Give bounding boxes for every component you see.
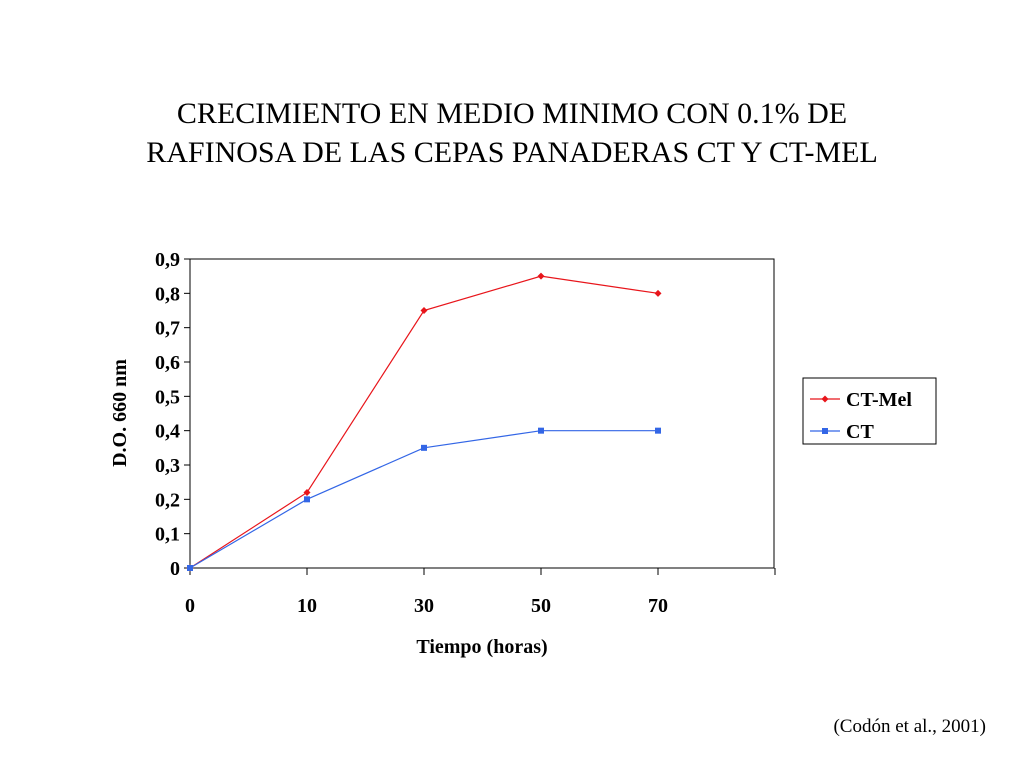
data-point-ct — [304, 496, 310, 503]
citation: (Codón et al., 2001) — [833, 716, 986, 737]
y-tick-label: 0,4 — [155, 421, 180, 443]
data-point-ct — [421, 444, 427, 451]
y-tick-label: 0,5 — [155, 386, 180, 408]
data-point-ct — [655, 427, 661, 434]
plot-area-frame — [189, 258, 775, 569]
x-tick-label: 0 — [185, 595, 195, 617]
data-point-ct-mel — [537, 272, 545, 280]
y-axis-label: D.O. 660 nm — [109, 359, 131, 467]
legend: CT-Mel CT — [802, 377, 937, 445]
data-point-ct-mel — [420, 307, 428, 314]
data-point-ct-mel — [654, 289, 662, 297]
legend-label-ct: CT — [846, 421, 874, 443]
legend-label-ct-mel: CT-Mel — [846, 389, 912, 411]
y-tick-label: 0,1 — [155, 524, 180, 546]
slide-title-line-1: CRECIMIENTO EN MEDIO MINIMO CON 0.1% DE — [176, 97, 848, 130]
data-point-ct-mel — [303, 488, 311, 496]
legend-marker-ct — [822, 428, 828, 434]
data-point-ct — [187, 565, 193, 571]
y-tick-label: 0,8 — [155, 283, 180, 305]
x-axis-label: Tiempo (horas) — [416, 636, 547, 658]
slide-title: CRECIMIENTO EN MEDIO MINIMO CON 0.1% DE … — [0, 94, 1024, 172]
y-tick-label: 0 — [170, 558, 180, 580]
x-tick-label: 30 — [414, 595, 434, 617]
series-layer — [186, 272, 662, 572]
y-axis: 0 0,1 0,2 0,3 0,4 0,5 0,6 0,7 0,8 0,9 — [155, 249, 190, 580]
x-tick-label: 50 — [531, 595, 551, 617]
x-axis: 0 10 30 50 70 — [185, 568, 776, 617]
slide-title-line-2: RAFINOSA DE LAS CEPAS PANADERAS CT Y CT-… — [146, 136, 878, 169]
y-tick-label: 0,6 — [155, 352, 180, 374]
x-tick-label: 10 — [297, 595, 317, 617]
y-tick-label: 0,9 — [155, 249, 180, 271]
data-point-ct — [538, 427, 544, 434]
y-tick-label: 0,7 — [155, 318, 180, 340]
y-tick-label: 0,2 — [155, 489, 180, 511]
x-tick-label: 70 — [648, 595, 668, 617]
y-tick-label: 0,3 — [155, 455, 180, 477]
legend-marker-ct-mel — [821, 395, 829, 403]
